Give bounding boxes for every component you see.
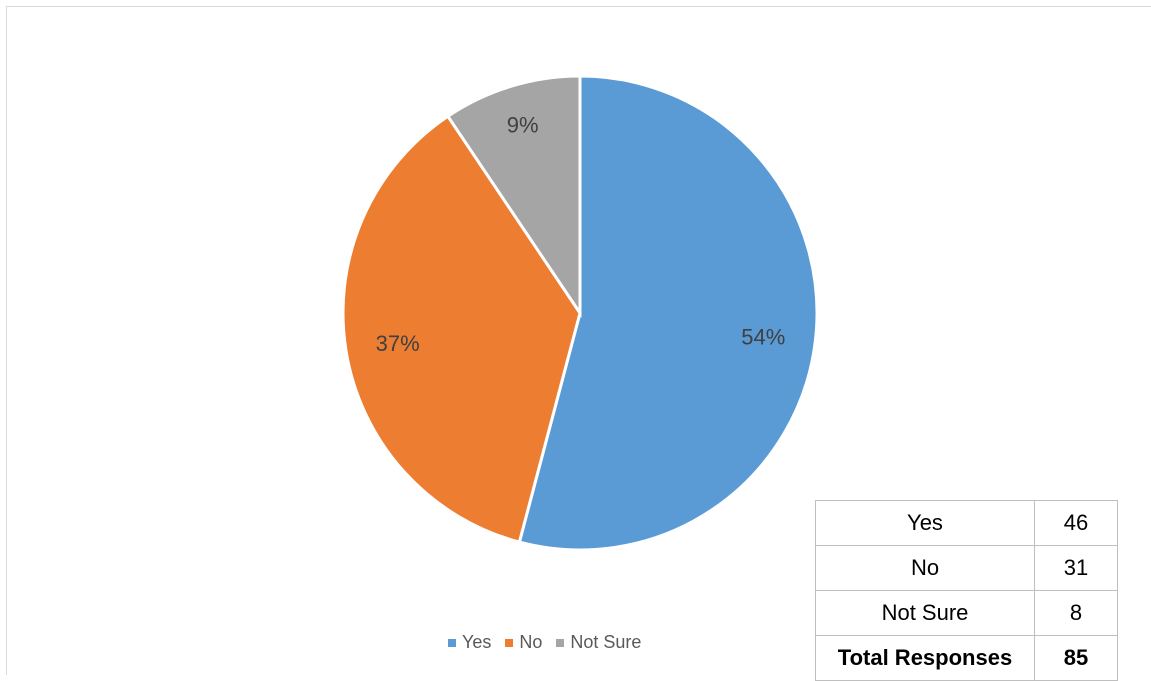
pie-slice-yes (517, 74, 819, 552)
data-label-not-sure: 9% (507, 112, 539, 137)
legend-item-no: No (505, 632, 542, 653)
row-label-yes: Yes (815, 500, 1035, 546)
legend-swatch-not-sure (556, 638, 565, 647)
pie-slice-not-sure (445, 74, 582, 318)
legend-label-no: No (519, 632, 543, 652)
legend-item-yes: Yes (448, 632, 491, 653)
legend-label-not-sure: Not Sure (570, 632, 642, 652)
data-label-yes: 54% (741, 324, 785, 349)
table-row: No 31 (815, 545, 1118, 591)
legend-item-not-sure: Not Sure (556, 632, 641, 653)
table-total-row: Total Responses 85 (815, 635, 1118, 681)
data-label-no: 37% (376, 331, 420, 356)
chart-area (6, 6, 1151, 675)
row-label-not-sure: Not Sure (815, 590, 1035, 636)
legend-swatch-yes (448, 638, 456, 647)
row-value-not-sure: 8 (1034, 590, 1118, 636)
responses-table: Yes 46 No 31 Not Sure 8 Total Responses … (815, 500, 1118, 681)
legend-label-yes: Yes (462, 632, 492, 652)
legend-swatch-no (505, 638, 514, 647)
total-value: 85 (1034, 635, 1118, 681)
row-value-yes: 46 (1034, 500, 1118, 546)
row-value-no: 31 (1034, 545, 1118, 591)
table-row: Not Sure 8 (815, 590, 1118, 636)
total-label: Total Responses (815, 635, 1035, 681)
chart-legend: Yes No Not Sure (448, 632, 641, 653)
pie-slice-no (341, 114, 582, 544)
table-row: Yes 46 (815, 500, 1118, 546)
row-label-no: No (815, 545, 1035, 591)
